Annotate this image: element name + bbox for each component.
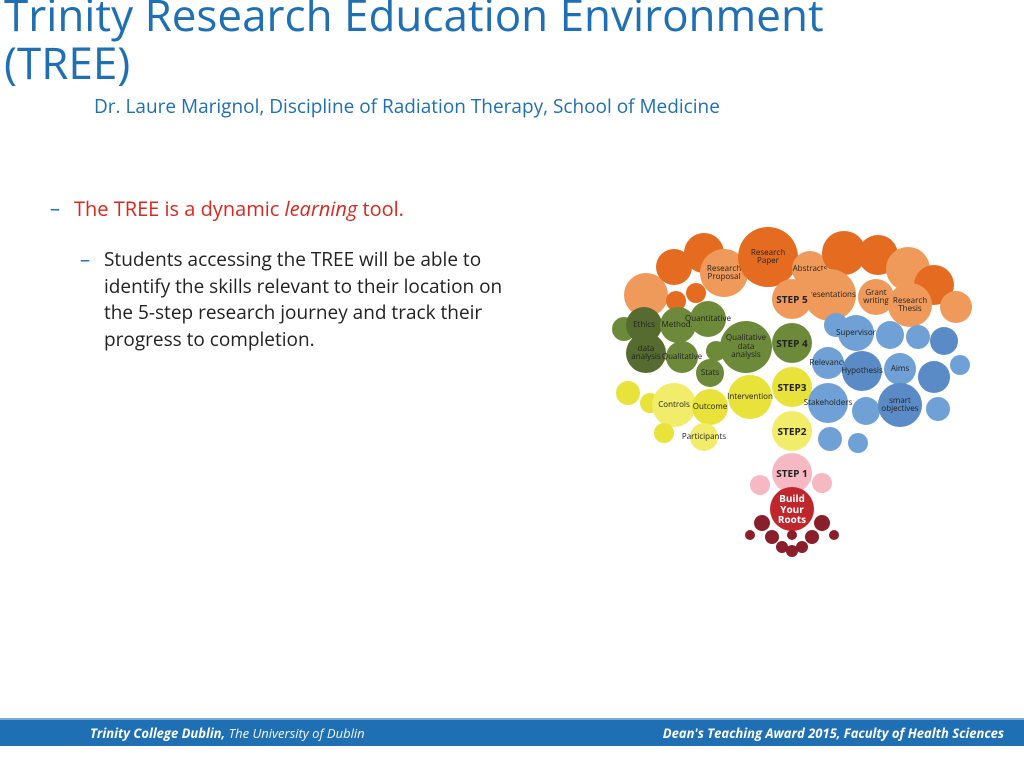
tree-step-bubble: STEP 4 xyxy=(772,323,812,363)
tree-bubble: Quantitative xyxy=(690,301,726,337)
content-block: – The TREE is a dynamic learning tool. –… xyxy=(50,195,530,376)
tree-bubble xyxy=(918,361,950,393)
tree-bubble xyxy=(926,397,950,421)
tree-bubble xyxy=(818,427,842,451)
tree-bubble xyxy=(796,541,808,553)
title-block: Trinity Research Education Environment (… xyxy=(4,0,1014,119)
tree-bubble xyxy=(848,433,868,453)
page-title-line1: Trinity Research Education Environment xyxy=(4,0,1014,38)
tree-bubble xyxy=(750,475,770,495)
tree-bubble xyxy=(950,355,970,375)
footer-bar: Trinity College Dublin, The University o… xyxy=(0,718,1024,746)
tree-bubble: Qualitative data analysis xyxy=(720,321,772,373)
tree-bubble xyxy=(745,530,755,540)
tree-bubble: Supervisor xyxy=(838,315,874,351)
bullet-primary-italic: learning xyxy=(285,195,358,222)
tree-bubble xyxy=(654,423,674,443)
tree-bubble: Research Paper xyxy=(738,227,798,287)
bullet-primary-text: The TREE is a dynamic learning tool. xyxy=(74,195,404,222)
tree-bubble: Participants xyxy=(690,423,718,451)
tree-bubble xyxy=(829,530,839,540)
tree-bubble: data analysis xyxy=(626,333,666,373)
tree-bubble: Stats xyxy=(696,359,724,387)
tree-bubble: Qualitative xyxy=(666,341,698,373)
tree-bubble: Stakeholders xyxy=(808,383,848,423)
tree-bubble xyxy=(930,327,958,355)
page-subtitle: Dr. Laure Marignol, Discipline of Radiat… xyxy=(94,93,1014,119)
bullet-secondary-text: Students accessing the TREE will be able… xyxy=(104,246,530,352)
bullet-primary-before: The TREE is a dynamic xyxy=(74,195,285,222)
tree-bubble xyxy=(940,291,972,323)
tree-bubble xyxy=(686,283,706,303)
bullet-dash-icon: – xyxy=(80,246,90,272)
tree-step-bubble: STEP2 xyxy=(772,411,812,451)
bullet-primary-row: – The TREE is a dynamic learning tool. xyxy=(50,195,530,222)
tree-bubble: Aims xyxy=(884,353,916,385)
tree-bubble xyxy=(852,397,880,425)
footer-left: Trinity College Dublin, The University o… xyxy=(90,724,365,742)
page-title-line2: (TREE) xyxy=(4,38,1014,86)
tree-bubble xyxy=(616,381,640,405)
tree-bubble: smart objectives xyxy=(878,383,922,427)
tree-roots-bubble: Build Your Roots xyxy=(770,487,814,531)
tree-bubble xyxy=(754,515,770,531)
tree-bubble: Relevancy xyxy=(812,347,844,379)
tree-step-bubble: STEP 5 xyxy=(772,279,812,319)
tree-bubble xyxy=(814,515,830,531)
tree-bubble xyxy=(805,530,819,544)
tree-bubble: Research Thesis xyxy=(888,283,932,327)
footer-left-light: The University of Dublin xyxy=(229,724,365,742)
footer-left-bold: Trinity College Dublin, xyxy=(90,724,229,742)
bullet-dash-icon: – xyxy=(50,195,60,221)
tree-diagram: Research ProposalResearch PaperAbstracts… xyxy=(600,225,1000,595)
footer-right: Dean's Teaching Award 2015, Faculty of H… xyxy=(663,724,1004,742)
tree-bubble xyxy=(812,473,832,493)
tree-bubble xyxy=(876,321,904,349)
tree-bubble: Controls xyxy=(652,383,696,427)
tree-bubble: Intervention xyxy=(728,375,772,419)
bullet-primary-after: tool. xyxy=(357,195,404,222)
tree-bubble xyxy=(906,325,930,349)
bullet-secondary-row: – Students accessing the TREE will be ab… xyxy=(80,246,530,352)
tree-bubble xyxy=(787,530,797,540)
tree-bubble: Outcome xyxy=(692,389,728,425)
tree-bubble: Hypothesis xyxy=(842,351,882,391)
